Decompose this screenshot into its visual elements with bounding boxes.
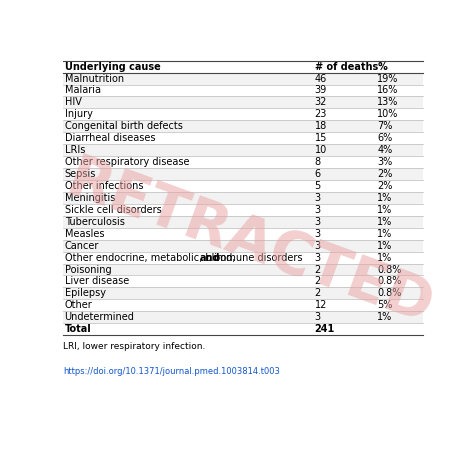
Bar bbox=[63, 204, 423, 216]
Text: 1%: 1% bbox=[377, 205, 392, 215]
Text: Sepsis: Sepsis bbox=[64, 169, 96, 179]
Text: Liver disease: Liver disease bbox=[64, 276, 129, 286]
Text: 15: 15 bbox=[315, 133, 327, 143]
Text: Other infections: Other infections bbox=[64, 181, 143, 191]
Text: 1%: 1% bbox=[377, 193, 392, 203]
Text: 1%: 1% bbox=[377, 252, 392, 262]
Text: Underlying cause: Underlying cause bbox=[64, 62, 160, 72]
Text: https://doi.org/10.1371/journal.pmed.1003814.t003: https://doi.org/10.1371/journal.pmed.100… bbox=[63, 367, 280, 375]
Text: 12: 12 bbox=[315, 300, 327, 310]
Bar bbox=[63, 156, 423, 168]
Text: 18: 18 bbox=[315, 121, 327, 131]
Bar bbox=[63, 180, 423, 192]
Text: %: % bbox=[377, 62, 387, 72]
Text: and: and bbox=[200, 252, 220, 262]
Text: 2%: 2% bbox=[377, 181, 393, 191]
Bar bbox=[63, 73, 423, 84]
Text: 8: 8 bbox=[315, 157, 320, 167]
Text: 2: 2 bbox=[315, 265, 321, 275]
Bar bbox=[63, 61, 423, 73]
Text: 3: 3 bbox=[315, 241, 320, 251]
Text: LRI, lower respiratory infection.: LRI, lower respiratory infection. bbox=[63, 342, 206, 351]
Text: immune disorders: immune disorders bbox=[211, 252, 303, 262]
Text: HIV: HIV bbox=[64, 98, 82, 108]
Bar bbox=[63, 311, 423, 323]
Bar bbox=[63, 323, 423, 335]
Text: 6: 6 bbox=[315, 169, 320, 179]
Text: 16%: 16% bbox=[377, 85, 399, 95]
Text: Injury: Injury bbox=[64, 109, 92, 119]
Text: 13%: 13% bbox=[377, 98, 399, 108]
Text: RETRACTED: RETRACTED bbox=[59, 150, 441, 336]
Text: 32: 32 bbox=[315, 98, 327, 108]
Bar bbox=[63, 252, 423, 263]
Text: 3: 3 bbox=[315, 217, 320, 227]
Text: Malaria: Malaria bbox=[64, 85, 100, 95]
Text: 3: 3 bbox=[315, 193, 320, 203]
Text: 3: 3 bbox=[315, 229, 320, 239]
Bar bbox=[63, 216, 423, 228]
Bar bbox=[63, 299, 423, 311]
Bar bbox=[63, 287, 423, 299]
Bar bbox=[63, 240, 423, 252]
Bar bbox=[63, 192, 423, 204]
Text: Sickle cell disorders: Sickle cell disorders bbox=[64, 205, 161, 215]
Text: 4%: 4% bbox=[377, 145, 392, 155]
Text: 241: 241 bbox=[315, 324, 335, 334]
Bar bbox=[63, 84, 423, 96]
Text: 19%: 19% bbox=[377, 74, 399, 84]
Text: 1%: 1% bbox=[377, 229, 392, 239]
Text: Congenital birth defects: Congenital birth defects bbox=[64, 121, 182, 131]
Bar bbox=[63, 132, 423, 144]
Bar bbox=[63, 120, 423, 132]
Bar bbox=[63, 144, 423, 156]
Text: Malnutrition: Malnutrition bbox=[64, 74, 124, 84]
Text: 1%: 1% bbox=[377, 241, 392, 251]
Text: 10%: 10% bbox=[377, 109, 399, 119]
Bar bbox=[63, 168, 423, 180]
Text: Cancer: Cancer bbox=[64, 241, 99, 251]
Text: 6%: 6% bbox=[377, 133, 392, 143]
Text: 10: 10 bbox=[315, 145, 327, 155]
Text: 1%: 1% bbox=[377, 217, 392, 227]
Text: 23: 23 bbox=[315, 109, 327, 119]
Bar bbox=[63, 109, 423, 120]
Text: Tuberculosis: Tuberculosis bbox=[64, 217, 125, 227]
Text: 3: 3 bbox=[315, 205, 320, 215]
Text: Other respiratory disease: Other respiratory disease bbox=[64, 157, 189, 167]
Text: 3: 3 bbox=[315, 252, 320, 262]
Text: 3%: 3% bbox=[377, 157, 392, 167]
Text: Undetermined: Undetermined bbox=[64, 312, 135, 322]
Text: Poisoning: Poisoning bbox=[64, 265, 111, 275]
Text: 0.8%: 0.8% bbox=[377, 265, 402, 275]
Text: Total: Total bbox=[64, 324, 91, 334]
Text: 3: 3 bbox=[315, 312, 320, 322]
Bar bbox=[63, 263, 423, 276]
Bar bbox=[63, 276, 423, 287]
Text: 7%: 7% bbox=[377, 121, 393, 131]
Text: Measles: Measles bbox=[64, 229, 104, 239]
Text: Epilepsy: Epilepsy bbox=[64, 288, 106, 298]
Text: Other endocrine, metabolic, blood,: Other endocrine, metabolic, blood, bbox=[64, 252, 238, 262]
Text: 0.8%: 0.8% bbox=[377, 288, 402, 298]
Text: 39: 39 bbox=[315, 85, 327, 95]
Text: Meningitis: Meningitis bbox=[64, 193, 115, 203]
Bar bbox=[63, 228, 423, 240]
Text: 46: 46 bbox=[315, 74, 327, 84]
Text: 0.8%: 0.8% bbox=[377, 276, 402, 286]
Text: 1%: 1% bbox=[377, 312, 392, 322]
Text: Other: Other bbox=[64, 300, 92, 310]
Bar bbox=[63, 96, 423, 109]
Text: 5: 5 bbox=[315, 181, 321, 191]
Text: LRIs: LRIs bbox=[64, 145, 85, 155]
Text: 5%: 5% bbox=[377, 300, 393, 310]
Text: 2%: 2% bbox=[377, 169, 393, 179]
Text: Diarrheal diseases: Diarrheal diseases bbox=[64, 133, 155, 143]
Text: 2: 2 bbox=[315, 288, 321, 298]
Text: 2: 2 bbox=[315, 276, 321, 286]
Text: # of deaths: # of deaths bbox=[315, 62, 378, 72]
